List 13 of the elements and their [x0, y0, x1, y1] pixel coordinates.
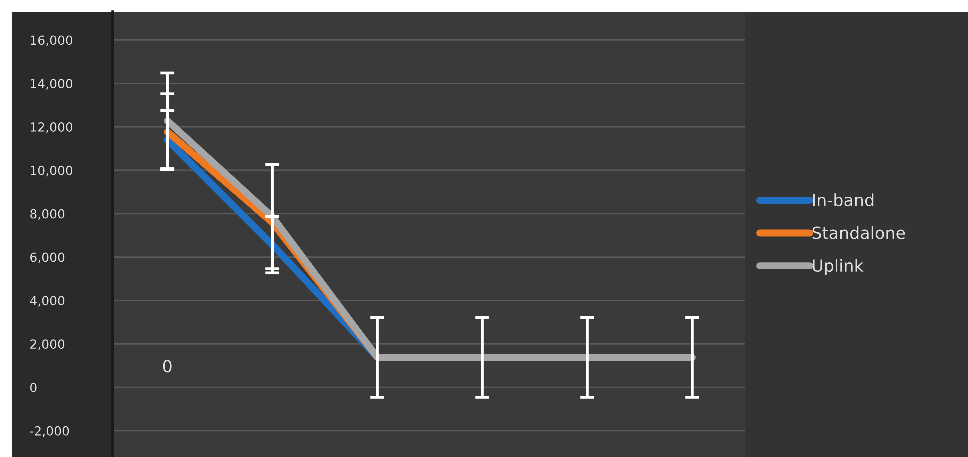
- y-tick-label: 10,000: [31, 166, 73, 177]
- y-tick-label: 0: [30, 383, 37, 392]
- y-tick-label: 2,000: [30, 340, 65, 350]
- legend-label: Uplink: [813, 259, 864, 276]
- y-tick-label: 12,000: [31, 122, 73, 134]
- y-tick-label: 8,000: [30, 209, 65, 220]
- y-tick-label: 6,000: [30, 252, 65, 264]
- y-tick-label: 14,000: [31, 79, 73, 90]
- y-tick-label: 16,000: [31, 36, 73, 46]
- legend-label: In-band: [813, 194, 874, 207]
- y-tick-label: -2,000: [30, 426, 70, 438]
- y-tick-label: 4,000: [30, 296, 65, 307]
- legend-label: Standalone: [812, 226, 906, 240]
